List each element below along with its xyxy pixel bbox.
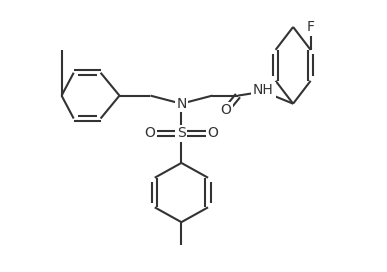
- Text: NH: NH: [253, 83, 274, 97]
- Text: O: O: [208, 126, 219, 140]
- Text: N: N: [176, 97, 187, 111]
- Text: O: O: [144, 126, 155, 140]
- Text: S: S: [177, 126, 186, 140]
- Text: F: F: [307, 20, 315, 34]
- Text: O: O: [220, 103, 231, 118]
